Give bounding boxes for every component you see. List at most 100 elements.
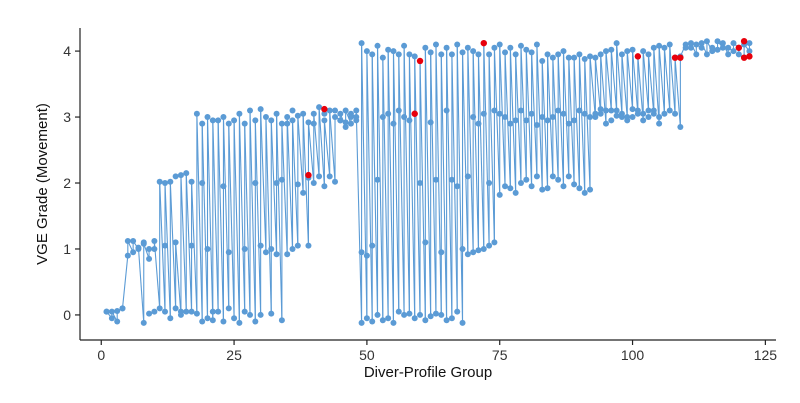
data-point xyxy=(241,245,248,252)
data-point xyxy=(146,310,153,317)
data-point xyxy=(714,38,721,45)
y-tick-label: 2 xyxy=(63,175,71,191)
data-point xyxy=(411,315,418,322)
highlight-point xyxy=(677,54,684,61)
data-point xyxy=(725,51,732,58)
data-point xyxy=(523,117,530,124)
data-point xyxy=(188,308,195,315)
data-point xyxy=(215,117,222,124)
data-point xyxy=(374,311,381,318)
data-point xyxy=(512,51,519,58)
data-point xyxy=(151,308,158,315)
data-point xyxy=(427,119,434,126)
data-point xyxy=(650,44,657,51)
data-point xyxy=(486,51,493,58)
data-point xyxy=(379,317,386,324)
data-connector xyxy=(249,110,256,322)
data-connector xyxy=(647,54,655,114)
data-point xyxy=(693,41,700,48)
data-connector xyxy=(546,54,554,177)
data-point xyxy=(411,53,418,60)
data-point xyxy=(188,178,195,185)
data-point xyxy=(459,245,466,252)
y-axis-title: VGE Grade (Movement) xyxy=(34,103,51,265)
data-point xyxy=(544,117,551,124)
x-tick-label: 100 xyxy=(621,347,645,363)
data-connector xyxy=(270,120,278,255)
data-point xyxy=(305,119,312,126)
highlight-point xyxy=(411,110,418,117)
data-point xyxy=(390,319,397,326)
data-connector xyxy=(206,117,214,321)
data-connector xyxy=(552,57,559,180)
data-point xyxy=(544,51,551,58)
data-point xyxy=(491,239,498,246)
data-point xyxy=(666,107,673,114)
data-point xyxy=(326,173,333,180)
data-point xyxy=(613,40,620,47)
data-point xyxy=(454,183,461,190)
data-point xyxy=(363,315,370,322)
data-point xyxy=(634,107,641,114)
data-point xyxy=(703,51,710,58)
data-point xyxy=(332,178,339,185)
data-point xyxy=(592,54,599,61)
data-point xyxy=(555,176,562,183)
data-point xyxy=(363,48,370,55)
data-point xyxy=(332,114,339,121)
data-connector xyxy=(440,54,448,321)
data-connector xyxy=(653,47,660,124)
data-point xyxy=(448,176,455,183)
data-point xyxy=(417,180,424,187)
data-connector xyxy=(276,113,283,321)
data-point xyxy=(188,242,195,249)
y-tick-label: 1 xyxy=(63,241,71,257)
data-point xyxy=(262,114,269,121)
x-tick-label: 25 xyxy=(226,347,242,363)
data-connector xyxy=(674,57,681,127)
data-connector xyxy=(371,54,379,315)
data-point xyxy=(528,49,535,56)
data-point xyxy=(385,46,392,53)
data-point xyxy=(167,178,174,185)
data-point xyxy=(268,245,275,252)
data-point xyxy=(491,44,498,51)
data-point xyxy=(278,317,285,324)
data-point xyxy=(438,249,445,256)
data-connector xyxy=(175,242,182,315)
data-point xyxy=(645,114,652,121)
data-connector xyxy=(180,175,187,312)
data-point xyxy=(640,117,647,124)
data-connector xyxy=(472,51,480,251)
data-point xyxy=(571,181,578,188)
data-point xyxy=(395,51,402,58)
data-point xyxy=(342,123,349,130)
data-point xyxy=(146,245,153,252)
data-point xyxy=(608,107,615,114)
data-point xyxy=(496,191,503,198)
data-point xyxy=(114,307,121,314)
data-point xyxy=(310,110,317,117)
data-point xyxy=(597,51,604,58)
data-point xyxy=(517,180,524,187)
data-point xyxy=(172,239,179,246)
data-point xyxy=(624,48,631,55)
data-point xyxy=(613,107,620,114)
data-point xyxy=(549,114,556,121)
data-point xyxy=(656,114,663,121)
data-point xyxy=(517,107,524,114)
data-connector xyxy=(446,47,453,319)
data-point xyxy=(549,54,556,61)
data-connector xyxy=(488,54,495,243)
data-point xyxy=(406,117,413,124)
data-point xyxy=(273,251,280,258)
data-connector xyxy=(637,56,644,121)
data-point xyxy=(432,310,439,317)
data-point xyxy=(581,110,588,117)
data-point xyxy=(597,110,604,117)
data-point xyxy=(225,249,232,256)
data-point xyxy=(369,242,376,249)
data-point xyxy=(687,40,694,47)
data-point xyxy=(491,107,498,114)
data-point xyxy=(587,186,594,193)
